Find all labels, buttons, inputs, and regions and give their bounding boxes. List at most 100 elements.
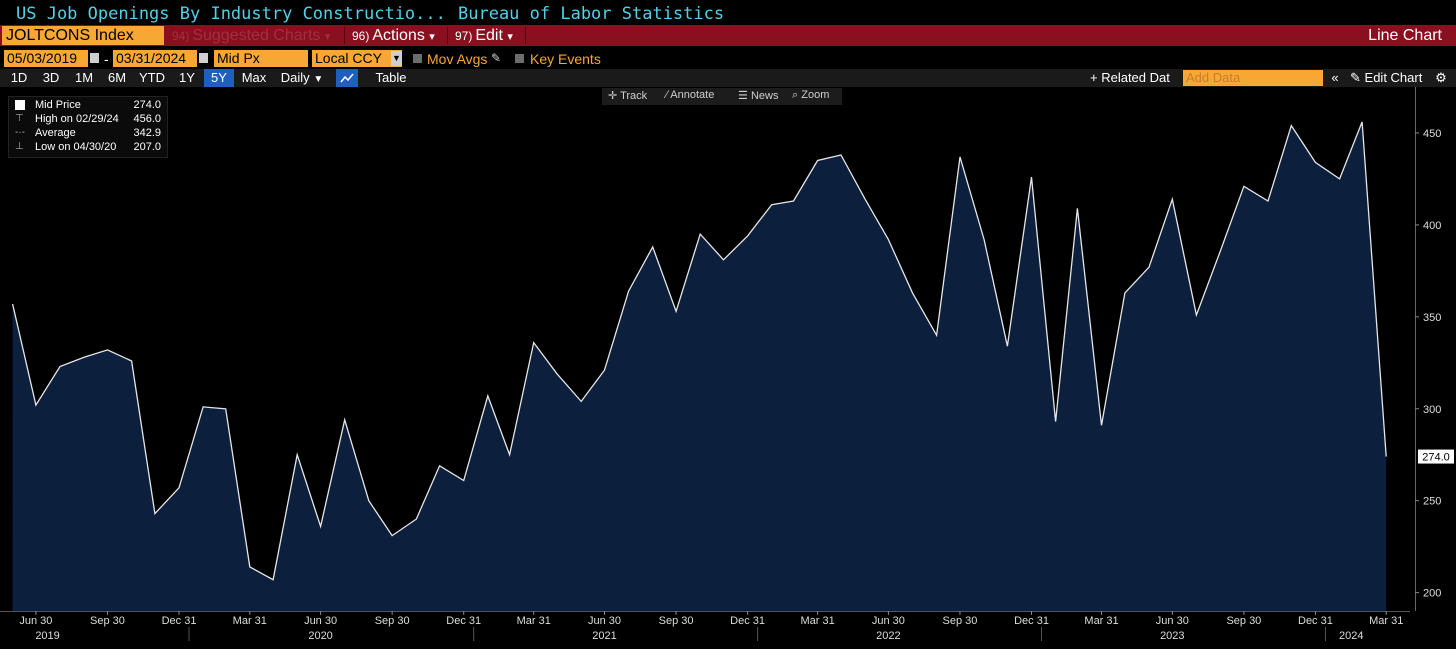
data-source: Bureau of Labor Statistics (458, 4, 725, 24)
data-point (390, 534, 394, 538)
range-1m[interactable]: 1M (74, 70, 94, 85)
end-date-field[interactable]: 03/31/2024 (113, 50, 197, 67)
data-point (343, 418, 347, 422)
edit-menu[interactable]: 97) Edit ▾ (455, 26, 513, 45)
year-label: 2020 (308, 630, 332, 642)
data-point (11, 302, 15, 306)
key-events-checkbox[interactable] (515, 54, 524, 63)
legend-row-low: ⊥ Low on 04/30/20 207.0 (13, 140, 163, 154)
x-tick-label: Mar 31 (1084, 615, 1118, 627)
series-area (12, 121, 1387, 612)
data-point (1266, 199, 1270, 203)
y-tick-label: 350 (1423, 312, 1441, 324)
range-5y[interactable]: 5Y (204, 69, 234, 87)
x-tick-label: Sep 30 (1226, 615, 1261, 627)
gear-icon[interactable]: ⚙ (1435, 70, 1447, 85)
x-tick-label: Mar 31 (233, 615, 267, 627)
y-tick-label: 450 (1423, 128, 1441, 140)
date-separator: - (104, 51, 109, 67)
data-point (698, 232, 702, 236)
legend-row-mid-price: Mid Price 274.0 (13, 98, 163, 112)
data-point (1123, 291, 1127, 295)
data-point (319, 524, 323, 528)
pencil-icon[interactable]: ✎ (491, 51, 502, 65)
data-point (935, 333, 939, 337)
line-chart-icon[interactable] (336, 69, 358, 87)
data-point (1384, 455, 1388, 459)
price-field-select[interactable]: Mid Px (214, 50, 308, 67)
x-tick-label: Jun 30 (1156, 615, 1189, 627)
x-tick-label: Sep 30 (90, 615, 125, 627)
add-data-input[interactable]: Add Data (1183, 70, 1323, 86)
x-tick-label: Mar 31 (517, 615, 551, 627)
pencil-icon: ✎ (1350, 70, 1361, 85)
suggested-charts-menu[interactable]: 94) Suggested Charts ▾ (172, 26, 330, 45)
range-6m[interactable]: 6M (107, 70, 127, 85)
data-point (746, 234, 750, 238)
chart-controls: 05/03/2019 - 03/31/2024 Mid Px Local CCY… (0, 50, 1456, 68)
collapse-icon[interactable]: « (1331, 70, 1339, 85)
edit-number: 97) (455, 29, 473, 43)
crosshair-icon: ✛ (608, 90, 618, 102)
toolbar-divider (447, 27, 448, 44)
track-label: Track (620, 90, 648, 102)
data-point (295, 453, 299, 457)
y-tick-label: 200 (1423, 588, 1441, 600)
ticker-field[interactable]: JOLTCONS Index (2, 26, 164, 45)
data-point (555, 372, 559, 376)
currency-select[interactable]: Local CCY (312, 50, 402, 67)
edit-chart-label: Edit Chart (1364, 70, 1423, 85)
frequency-select[interactable]: Daily ▼ (274, 69, 330, 87)
data-point (603, 368, 607, 372)
chevron-down-icon: ▾ (507, 31, 513, 43)
low-marker-icon: ⊥ (15, 141, 24, 152)
range-max[interactable]: Max (241, 70, 267, 85)
range-3d[interactable]: 3D (42, 70, 60, 85)
x-tick-label: Mar 31 (1369, 615, 1403, 627)
legend-label: Average (35, 127, 76, 139)
data-point (58, 365, 62, 369)
related-data-button[interactable]: + Related Dat (1090, 70, 1170, 85)
data-point (532, 341, 536, 345)
table-button[interactable]: Table (375, 70, 407, 85)
data-point (367, 499, 371, 503)
x-tick-label: Dec 31 (162, 615, 197, 627)
start-date-field[interactable]: 05/03/2019 (4, 50, 88, 67)
view-type-label[interactable]: Line Chart (1368, 27, 1442, 44)
data-point (816, 159, 820, 163)
y-tick-label: 250 (1423, 496, 1441, 508)
range-1y[interactable]: 1Y (179, 70, 195, 85)
plot-area (11, 121, 1388, 612)
data-point (1100, 423, 1104, 427)
data-point (177, 486, 181, 490)
mov-avgs-checkbox[interactable] (413, 54, 422, 63)
range-ytd[interactable]: YTD (139, 70, 165, 85)
chart-legend: Mid Price 274.0 ⊤ High on 02/29/24 456.0… (8, 96, 168, 158)
frequency-label: Daily (280, 70, 310, 85)
data-point (863, 197, 867, 201)
actions-menu[interactable]: 96) Actions ▾ (352, 26, 435, 45)
x-tick-label: Dec 31 (730, 615, 765, 627)
range-1d[interactable]: 1D (10, 70, 28, 85)
calendar-icon[interactable] (199, 53, 208, 63)
title-bar: US Job Openings By Industry Constructio.… (0, 0, 1456, 25)
y-tick-label: 400 (1423, 220, 1441, 232)
edit-chart-button[interactable]: ✎ Edit Chart (1350, 69, 1422, 87)
year-label: 2019 (35, 630, 59, 642)
calendar-icon[interactable] (90, 53, 99, 63)
range-selector: 1D 3D 1M 6M YTD 1Y 5Y Max Daily ▼ Table … (0, 69, 1456, 87)
legend-label: Low on 04/30/20 (35, 141, 117, 153)
data-point (153, 512, 157, 516)
line-chart[interactable]: Jun 30 Sep 30 Dec 31 Mar 31 Jun 30 Sep 30 Dec … (0, 87, 1456, 649)
news-tool[interactable]: ☰ News (738, 89, 778, 102)
zoom-tool[interactable]: ⌕ Zoom (792, 89, 829, 102)
chart-tools: ✛ Track ∕ Annotate ☰ News ⌕ Zoom (602, 88, 842, 105)
x-tick-label: Dec 31 (446, 615, 481, 627)
chevron-down-icon[interactable]: ▼ (391, 51, 402, 66)
track-tool[interactable]: ✛ Track (608, 89, 647, 102)
legend-value: 207.0 (133, 141, 161, 153)
data-point (1194, 313, 1198, 317)
annotate-tool[interactable]: ∕ Annotate (666, 89, 714, 101)
chevron-down-icon: ▼ (313, 74, 324, 85)
data-point (674, 309, 678, 313)
